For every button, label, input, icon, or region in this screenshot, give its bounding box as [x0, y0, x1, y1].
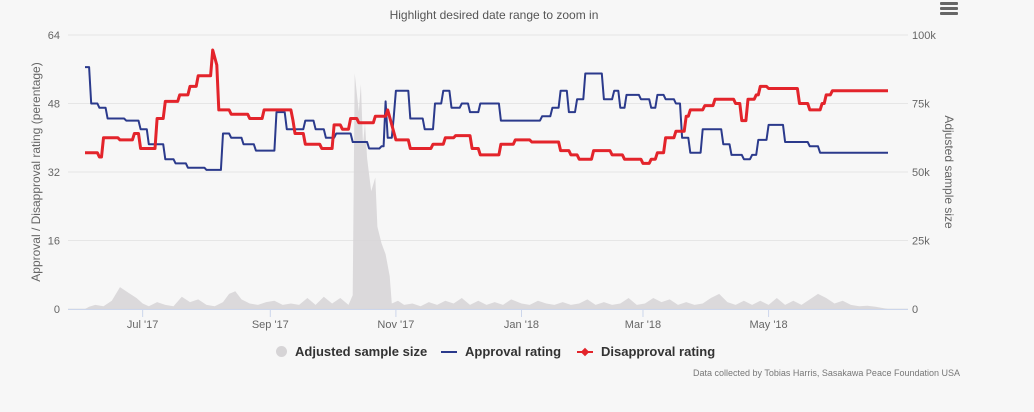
rating-lines-layer [85, 48, 888, 171]
legend-label: Adjusted sample size [295, 344, 428, 359]
x-axis-tick-label: Jul '17 [127, 319, 158, 331]
series-line-approval[interactable] [85, 66, 888, 171]
y-axis-right-tick-label: 0 [912, 304, 918, 316]
y-axis-right-tick-label: 50k [912, 167, 930, 179]
y-axis-left-tick-label: 64 [48, 30, 60, 42]
chart-menu-icon[interactable] [938, 0, 960, 16]
y-axis-right-tick-label: 75k [912, 99, 930, 111]
y-axis-left-title: Approval / Disapproval rating (perentage… [29, 62, 43, 281]
legend-label: Approval rating [465, 344, 562, 359]
chart-subtitle: Highlight desired date range to zoom in [390, 8, 599, 22]
credits-text[interactable]: Data collected by Tobias Harris, Sasakaw… [693, 368, 960, 378]
sample-size-area-layer [85, 73, 888, 310]
x-axis-tick-label: Nov '17 [377, 319, 414, 331]
y-axis-right-title: Adjusted sample size [942, 115, 956, 229]
y-axis-right-tick-label: 100k [912, 30, 936, 42]
legend: Adjusted sample size Approval rating Dis… [0, 344, 1034, 366]
grid-lines [68, 34, 908, 310]
legend-item-sample-size[interactable]: Adjusted sample size [276, 344, 427, 359]
legend-item-approval[interactable]: Approval rating [441, 344, 561, 359]
y-axis-left-tick-label: 16 [48, 236, 60, 248]
x-axis-tick-label: May '18 [749, 319, 787, 331]
legend-item-disapproval[interactable]: Disapproval rating [577, 344, 715, 359]
axes: 0 16 32 48 64 0 25k 50k 75k 100k Jul '17 Sep '17 Nov… [48, 30, 937, 331]
legend-disapproval-swatch-icon [577, 347, 593, 356]
series-line-disapproval[interactable] [85, 48, 888, 165]
chart-canvas[interactable]: Highlight desired date range to zoom in … [0, 0, 1034, 340]
legend-sample-swatch-icon [276, 346, 287, 357]
y-axis-right-tick-label: 25k [912, 236, 930, 248]
y-axis-left-tick-label: 48 [48, 99, 60, 111]
x-axis-tick-label: Sep '17 [252, 319, 289, 331]
legend-approval-swatch-icon [441, 350, 457, 353]
legend-label: Disapproval rating [601, 344, 716, 359]
y-axis-left-tick-label: 0 [54, 304, 60, 316]
series-area-sample-size[interactable] [85, 73, 888, 310]
y-axis-left-tick-label: 32 [48, 167, 60, 179]
x-axis-tick-label: Jan '18 [504, 319, 539, 331]
x-axis-tick-label: Mar '18 [625, 319, 661, 331]
